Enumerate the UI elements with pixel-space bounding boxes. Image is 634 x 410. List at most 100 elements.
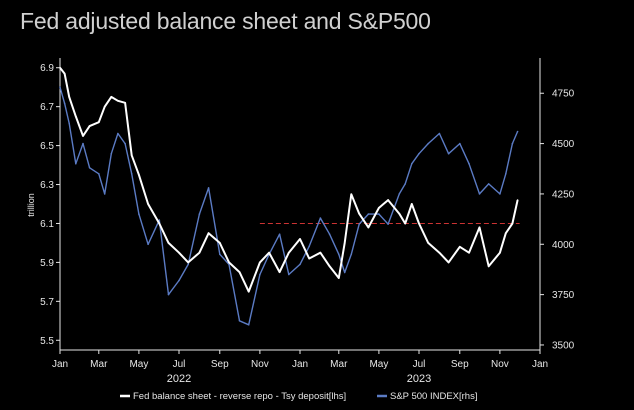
x-tick-label: Nov xyxy=(251,359,269,370)
left-tick-label: 6.1 xyxy=(40,219,54,230)
data-point xyxy=(367,213,370,215)
data-point xyxy=(487,265,490,268)
data-point xyxy=(228,261,230,264)
data-point xyxy=(124,102,126,104)
data-point xyxy=(288,251,290,254)
data-point xyxy=(478,193,481,195)
data-point xyxy=(103,105,106,108)
x-tick-label: Mar xyxy=(330,359,348,370)
data-point xyxy=(88,125,91,127)
data-point xyxy=(478,226,481,229)
data-point xyxy=(343,242,346,244)
right-axis-ticks: 3500 3750 4000 4250 4500 4750 xyxy=(540,89,575,351)
data-point xyxy=(198,251,201,254)
x-tick-label: Jan xyxy=(52,359,68,370)
data-point xyxy=(319,251,322,254)
data-point xyxy=(110,152,113,155)
data-point xyxy=(259,261,261,264)
data-point xyxy=(398,193,401,195)
series-sp500 xyxy=(59,86,519,326)
data-point xyxy=(59,86,61,88)
chart-title: Fed adjusted balance sheet and S&P500 xyxy=(20,8,431,34)
series-layer xyxy=(59,66,519,326)
data-point xyxy=(110,96,113,98)
data-point xyxy=(378,207,380,209)
data-point xyxy=(387,199,389,201)
x-tick-label: Nov xyxy=(491,359,509,370)
data-point xyxy=(411,203,413,205)
data-point xyxy=(308,245,311,248)
x-tick-label: Sep xyxy=(211,359,229,370)
left-tick-label: 6.9 xyxy=(40,63,54,74)
data-point xyxy=(404,183,407,185)
data-point xyxy=(447,152,450,155)
data-point xyxy=(198,213,201,215)
data-point xyxy=(278,271,281,273)
x-year-label: 2022 xyxy=(167,373,191,385)
data-point xyxy=(75,162,77,165)
data-point xyxy=(319,217,322,219)
x-tick-label: Mar xyxy=(90,359,108,370)
data-point xyxy=(207,187,210,189)
legend-label-sp500: S&P 500 INDEX[rhs] xyxy=(390,391,477,402)
x-year-label: 2023 xyxy=(407,373,431,385)
data-point xyxy=(418,152,420,155)
data-point xyxy=(138,174,140,176)
data-point xyxy=(367,226,370,229)
data-point xyxy=(358,223,361,225)
data-point xyxy=(505,173,507,175)
data-point xyxy=(238,320,241,322)
data-point xyxy=(328,265,331,268)
data-point xyxy=(75,115,77,118)
data-point xyxy=(268,251,270,254)
series-fed-balance-sheet xyxy=(59,66,519,293)
data-point xyxy=(350,253,353,256)
data-point xyxy=(459,246,461,248)
data-point xyxy=(68,122,70,125)
series-line xyxy=(59,67,519,293)
left-tick-label: 5.5 xyxy=(40,336,54,347)
x-tick-label: Sep xyxy=(451,359,469,370)
data-point xyxy=(207,232,210,234)
data-point xyxy=(299,238,301,240)
data-point xyxy=(308,257,311,260)
data-point xyxy=(103,193,106,195)
data-point xyxy=(82,135,84,137)
data-point xyxy=(438,251,441,254)
x-tick-label: Jul xyxy=(413,359,426,370)
data-point xyxy=(468,162,470,165)
data-point xyxy=(158,222,161,225)
legend: Fed balance sheet - reverse repo - Tsy d… xyxy=(120,391,477,402)
data-point xyxy=(158,219,161,221)
data-point xyxy=(259,273,261,276)
right-tick-label: 4750 xyxy=(552,89,575,100)
y-axis-label: trillion xyxy=(26,193,36,217)
data-point xyxy=(447,261,450,264)
data-point xyxy=(187,263,189,266)
data-point xyxy=(387,223,389,225)
data-point xyxy=(147,243,149,246)
data-point xyxy=(219,242,221,244)
data-point xyxy=(438,132,441,135)
data-point xyxy=(516,130,519,133)
legend-label-fed: Fed balance sheet - reverse repo - Tsy d… xyxy=(133,391,346,402)
data-point xyxy=(343,271,346,274)
data-point xyxy=(459,142,461,145)
right-tick-label: 4500 xyxy=(552,139,575,150)
data-point xyxy=(299,263,301,266)
data-point xyxy=(98,121,100,123)
data-point xyxy=(338,277,340,279)
data-point xyxy=(404,222,407,225)
data-point xyxy=(247,290,250,293)
data-point xyxy=(147,203,149,205)
data-point xyxy=(117,100,119,102)
data-point xyxy=(82,142,84,145)
x-axis-ticks: Jan Mar May Jul Sep Nov Jan Mar May Jul Sep Nov Jan 2… xyxy=(52,350,548,385)
right-tick-label: 4000 xyxy=(552,240,575,251)
data-point xyxy=(167,293,170,296)
x-tick-label: May xyxy=(129,359,148,370)
data-point xyxy=(487,183,490,185)
data-point xyxy=(398,212,401,215)
data-point xyxy=(499,251,501,254)
data-point xyxy=(338,253,340,256)
